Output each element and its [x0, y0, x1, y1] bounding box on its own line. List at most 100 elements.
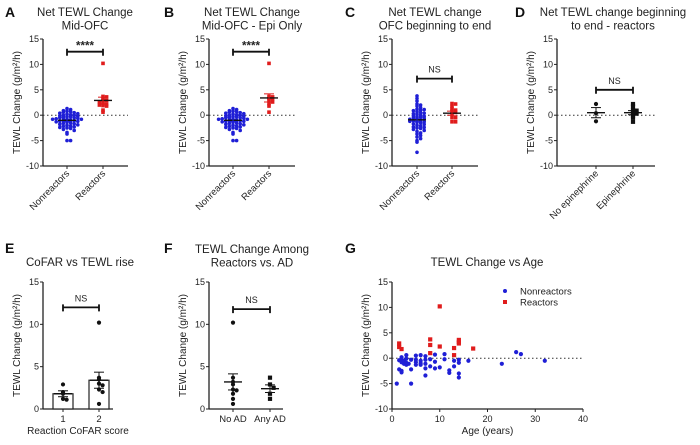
data-point	[634, 111, 639, 116]
data-point	[58, 125, 62, 130]
data-point	[415, 112, 419, 116]
data-point	[61, 121, 66, 126]
y-tick-label: 0	[34, 110, 39, 120]
data-point	[415, 107, 419, 111]
y-tick-label: 15	[378, 34, 388, 44]
data-point-nonreactors	[451, 364, 457, 369]
data-point	[415, 104, 419, 108]
data-point	[450, 115, 454, 120]
data-point	[270, 95, 275, 99]
data-point	[267, 101, 271, 106]
data-point	[453, 120, 458, 124]
data-point	[65, 126, 69, 130]
data-point	[227, 115, 232, 120]
panel-title: TEWL Change vs Age	[431, 257, 544, 269]
data-point	[231, 132, 235, 136]
significance-label: NS	[608, 76, 621, 86]
panel-title: Mid-OFC	[62, 21, 109, 33]
x-axis-label: Age (years)	[462, 426, 514, 437]
data-point	[267, 110, 271, 114]
x-axis-label: Reaction CoFAR score	[27, 426, 129, 437]
data-point	[231, 138, 235, 143]
data-point	[230, 320, 236, 325]
data-point-reactors	[428, 351, 433, 356]
category-label: Nonreactors	[378, 168, 423, 213]
panel-letter: B	[164, 4, 174, 20]
data-point	[54, 116, 58, 121]
data-point	[224, 122, 228, 127]
data-point	[450, 107, 454, 111]
panel-letter: F	[164, 240, 173, 256]
data-point	[593, 101, 599, 107]
data-point-nonreactors	[399, 370, 404, 375]
data-point	[224, 125, 228, 130]
significance-label: NS	[75, 293, 88, 303]
significance-bracket	[416, 75, 453, 83]
data-point	[422, 120, 427, 124]
panel-title: Reactors vs. AD	[211, 258, 293, 270]
data-point	[453, 108, 458, 112]
data-point	[415, 99, 419, 103]
panel-title: Net TEWL Change	[204, 7, 300, 19]
data-point-nonreactors	[442, 352, 447, 357]
y-tick-label: 10	[543, 59, 553, 69]
data-point-nonreactors	[409, 367, 414, 372]
data-point	[238, 113, 242, 117]
y-axis-label: TEWL Change (g/m²/h)	[12, 51, 23, 154]
data-point	[227, 110, 232, 114]
data-point	[65, 123, 69, 128]
data-point-nonreactors	[432, 366, 438, 371]
data-point	[422, 114, 427, 119]
y-tick-label: 0	[200, 404, 205, 414]
data-point-reactors	[428, 337, 433, 342]
data-point-nonreactors	[394, 381, 399, 386]
data-point-nonreactors	[428, 357, 433, 362]
data-point	[72, 113, 76, 117]
data-point	[230, 391, 236, 396]
data-point	[231, 109, 235, 113]
data-point	[76, 119, 80, 124]
y-tick-label: 5	[200, 362, 205, 372]
data-point-nonreactors	[447, 370, 452, 376]
data-point	[270, 97, 275, 101]
data-point	[96, 320, 102, 325]
data-point	[68, 109, 73, 114]
x-tick-label: 30	[530, 414, 540, 424]
data-point	[422, 111, 427, 115]
significance-bracket	[66, 48, 104, 56]
data-point	[231, 126, 235, 130]
data-point-nonreactors	[451, 358, 457, 363]
data-point	[238, 115, 242, 120]
y-tick-label: 5	[34, 362, 39, 372]
data-point	[231, 112, 235, 116]
data-point	[101, 94, 105, 99]
data-point	[97, 103, 102, 107]
y-axis-label: TEWL Change (g/m²/h)	[361, 51, 372, 154]
category-label: 2	[96, 414, 101, 425]
y-tick-label: 5	[200, 85, 205, 95]
data-point	[271, 385, 276, 390]
data-point	[65, 114, 69, 119]
data-point-nonreactors	[418, 362, 423, 367]
data-point	[411, 108, 416, 113]
legend-marker	[503, 300, 507, 304]
significance-bracket	[62, 304, 100, 312]
panel-title: Mid-OFC - Epi Only	[202, 21, 303, 33]
data-point	[231, 114, 235, 119]
data-point-nonreactors	[404, 353, 409, 358]
category-label: Any AD	[254, 414, 286, 425]
y-tick-label: -10	[26, 161, 39, 171]
panel-title: to end - reactors	[571, 21, 655, 33]
data-point	[58, 111, 62, 115]
x-tick-label: 0	[389, 414, 394, 424]
data-point	[230, 396, 236, 401]
data-point	[234, 114, 239, 119]
data-point	[65, 112, 69, 116]
data-point	[61, 127, 66, 132]
data-point	[97, 100, 102, 104]
data-point	[450, 101, 454, 106]
y-tick-label: 0	[383, 353, 388, 363]
category-label: Epinephrine	[594, 168, 638, 212]
